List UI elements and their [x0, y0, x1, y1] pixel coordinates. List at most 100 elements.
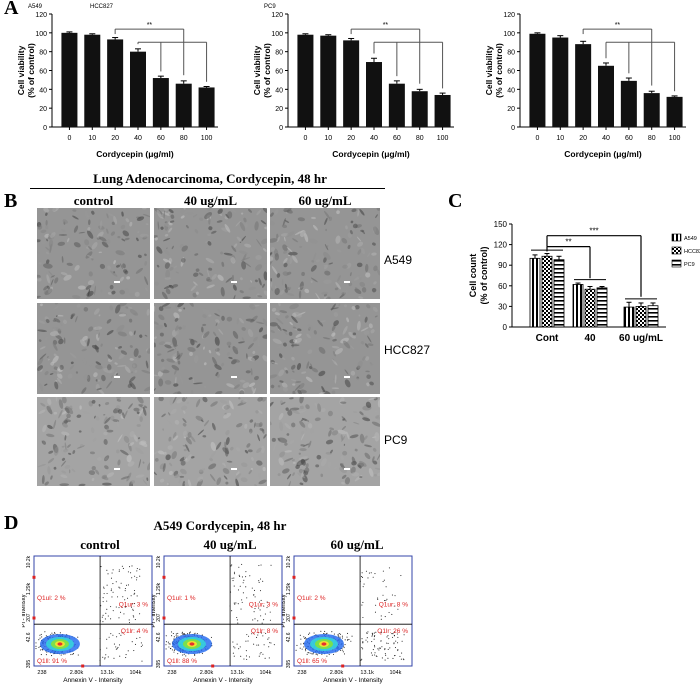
cell-texture: [204, 212, 213, 220]
cell-texture: [270, 212, 274, 217]
event-dot: [386, 598, 388, 600]
cell-texture: [142, 461, 145, 464]
y-axis-label-2: (% of control): [479, 247, 489, 305]
cell-texture: [323, 279, 332, 284]
cell-texture: [54, 277, 59, 284]
cell-texture: [299, 420, 306, 428]
event-dot: [339, 636, 341, 638]
cell-texture: [239, 277, 243, 281]
event-dot: [119, 587, 121, 589]
cell-texture: [87, 227, 91, 231]
cell-texture: [360, 229, 365, 233]
event-dot: [397, 636, 399, 638]
cell-texture: [357, 360, 363, 369]
event-dot: [39, 649, 42, 651]
cell-texture: [292, 461, 296, 464]
cell-texture: [50, 275, 55, 278]
cell-texture: [138, 355, 142, 359]
event-dot: [136, 570, 138, 572]
event-dot: [243, 579, 245, 581]
cell-texture: [217, 309, 221, 313]
event-dot: [303, 636, 305, 638]
cell-texture: [162, 306, 172, 309]
event-dot: [370, 652, 372, 654]
cell-texture: [182, 418, 187, 423]
cell-texture: [37, 251, 40, 254]
cell-texture: [46, 433, 55, 438]
cell-texture: [298, 452, 301, 455]
cell-texture: [53, 419, 57, 430]
cell-texture: [130, 480, 136, 485]
cell-texture: [116, 398, 122, 402]
event-dot: [230, 565, 232, 567]
event-dot: [323, 633, 325, 635]
cell-texture: [145, 287, 148, 291]
cell-texture: [335, 282, 341, 290]
flow-y-tick-label: 207: [26, 613, 32, 622]
cell-texture: [180, 460, 186, 466]
cell-texture: [88, 326, 94, 332]
cell-texture: [179, 375, 184, 385]
cell-texture: [168, 436, 172, 442]
cell-texture: [45, 318, 50, 323]
cell-texture: [226, 383, 235, 388]
cell-texture: [37, 329, 48, 332]
event-dot: [172, 632, 174, 635]
cell-texture: [351, 306, 356, 311]
event-dot: [307, 651, 309, 654]
cell-texture: [223, 404, 230, 410]
cell-texture: [126, 276, 131, 280]
cell-texture: [238, 250, 248, 255]
cell-texture: [218, 328, 224, 335]
cell-texture: [126, 454, 132, 463]
event-dot: [340, 649, 342, 652]
event-dot: [115, 648, 117, 650]
event-dot: [133, 649, 135, 652]
cell-texture: [48, 239, 54, 248]
cell-texture: [241, 327, 246, 331]
cell-texture: [277, 437, 288, 443]
cell-texture: [44, 336, 48, 341]
cell-texture: [164, 380, 172, 385]
cell-texture: [350, 220, 354, 224]
cell-texture: [340, 455, 345, 461]
cell-texture: [154, 342, 156, 348]
cell-texture: [73, 242, 81, 248]
x-tick-label: 10: [556, 135, 564, 142]
cell-texture: [96, 352, 100, 357]
cell-texture: [305, 376, 313, 383]
event-dot: [121, 632, 123, 634]
cell-texture: [205, 257, 215, 264]
cell-texture: [247, 328, 254, 338]
cell-texture: [54, 381, 59, 390]
event-dot: [374, 611, 377, 613]
sig-label: **: [615, 22, 621, 29]
cell-texture: [344, 304, 348, 308]
bar: [320, 35, 337, 127]
cell-texture: [136, 424, 141, 427]
cell-texture: [372, 306, 378, 312]
cell-texture: [185, 224, 189, 229]
event-dot: [265, 632, 267, 634]
cell-texture: [38, 320, 46, 324]
cell-texture: [362, 356, 366, 361]
event-dot: [255, 605, 257, 607]
cell-texture: [230, 257, 236, 264]
event-dot: [59, 632, 61, 634]
y-tick-label: 30: [498, 302, 507, 311]
bar-HCC827: [635, 306, 647, 328]
cell-texture: [101, 374, 106, 382]
x-axis-label: Cordycepin (μg/ml): [564, 149, 642, 159]
cell-texture: [83, 447, 87, 452]
quad-label-ur: Q1ur: 3 %: [119, 602, 148, 609]
scale-bar: [114, 281, 120, 283]
cell-texture: [187, 431, 192, 439]
y-tick-label: 20: [275, 106, 283, 113]
cell-texture: [337, 429, 347, 435]
cell-texture: [170, 261, 174, 265]
event-dot: [367, 577, 369, 579]
cell-texture: [214, 336, 220, 346]
y-tick-label: 80: [275, 50, 283, 57]
cell-texture: [359, 208, 365, 216]
cell-texture: [183, 307, 186, 310]
